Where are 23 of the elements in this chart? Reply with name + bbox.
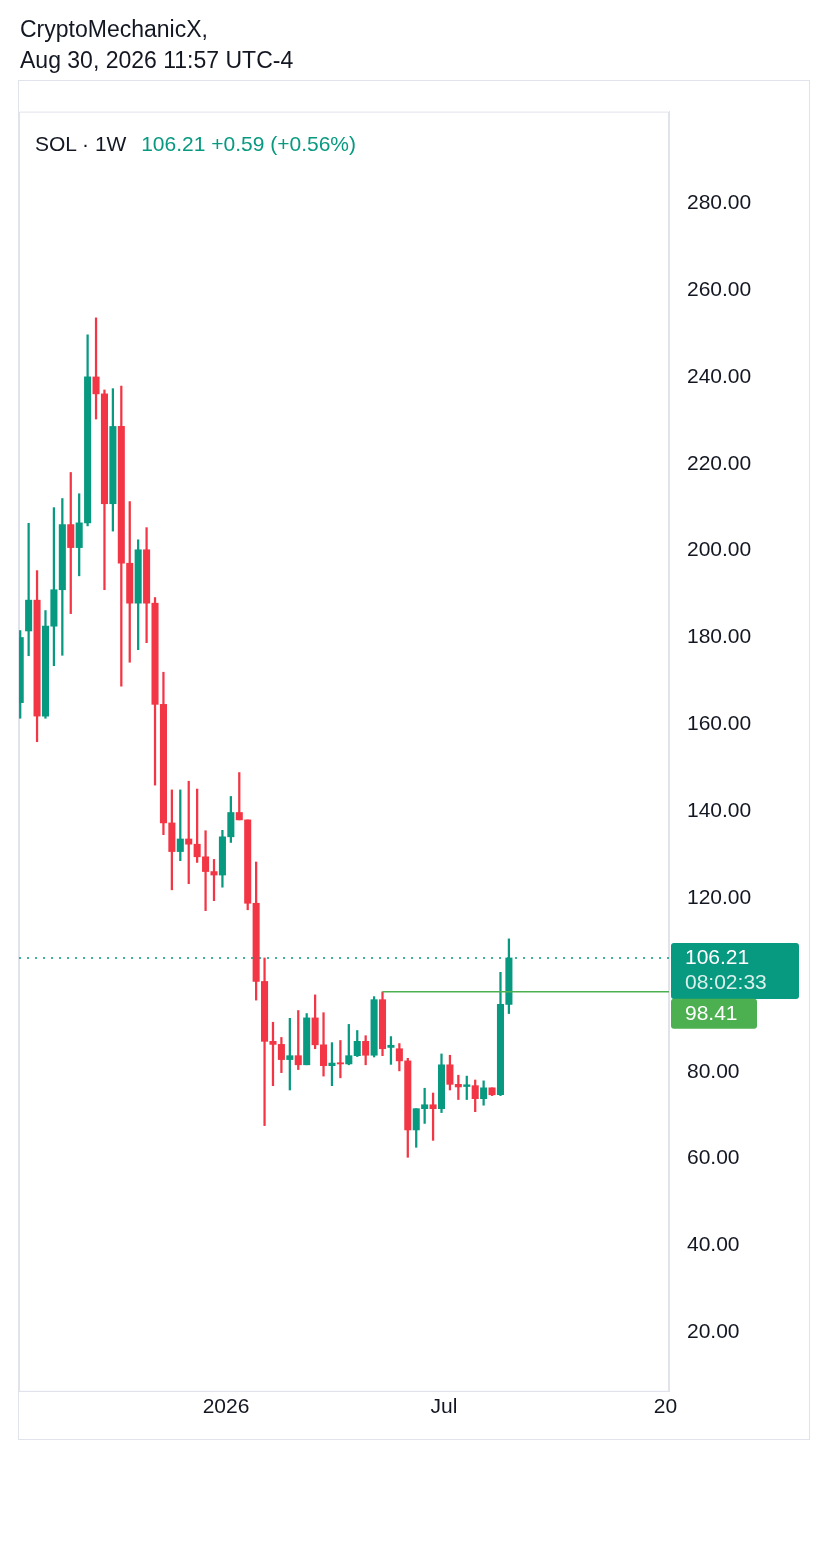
- x-tick-label: 2026: [202, 1394, 250, 1418]
- y-tick-label: 20.00: [687, 1319, 740, 1343]
- x-tick-label: 20: [653, 1394, 678, 1418]
- y-tick-label: 180.00: [687, 624, 752, 648]
- annotation: 98.41: [685, 1000, 738, 1024]
- x-tick-label: Jul: [430, 1394, 458, 1418]
- y-tick-label: 200.00: [687, 537, 752, 561]
- chart-title: CryptoMechanicX,: [20, 15, 209, 44]
- ref-line-label: 106.21 08:02:33: [685, 944, 767, 993]
- y-tick-label: 140.00: [687, 797, 752, 821]
- annotation: 106.21 +0.59 (+0.56%): [141, 132, 357, 156]
- y-tick-label: 120.00: [687, 884, 752, 908]
- y-tick-label: 220.00: [687, 450, 752, 474]
- y-tick-label: 40.00: [687, 1232, 740, 1256]
- y-tick-label: 240.00: [687, 363, 752, 387]
- y-tick-label: 80.00: [687, 1058, 740, 1082]
- annotation: SOL · 1W: [35, 132, 127, 156]
- y-tick-label: 60.00: [687, 1145, 740, 1169]
- y-tick-label: 280.00: [687, 190, 752, 214]
- y-tick-label: 260.00: [687, 276, 752, 300]
- chart-subtitle: Aug 30, 2026 11:57 UTC-4: [20, 46, 294, 75]
- y-tick-label: 160.00: [687, 711, 752, 735]
- candlestick: [336, 1040, 344, 1079]
